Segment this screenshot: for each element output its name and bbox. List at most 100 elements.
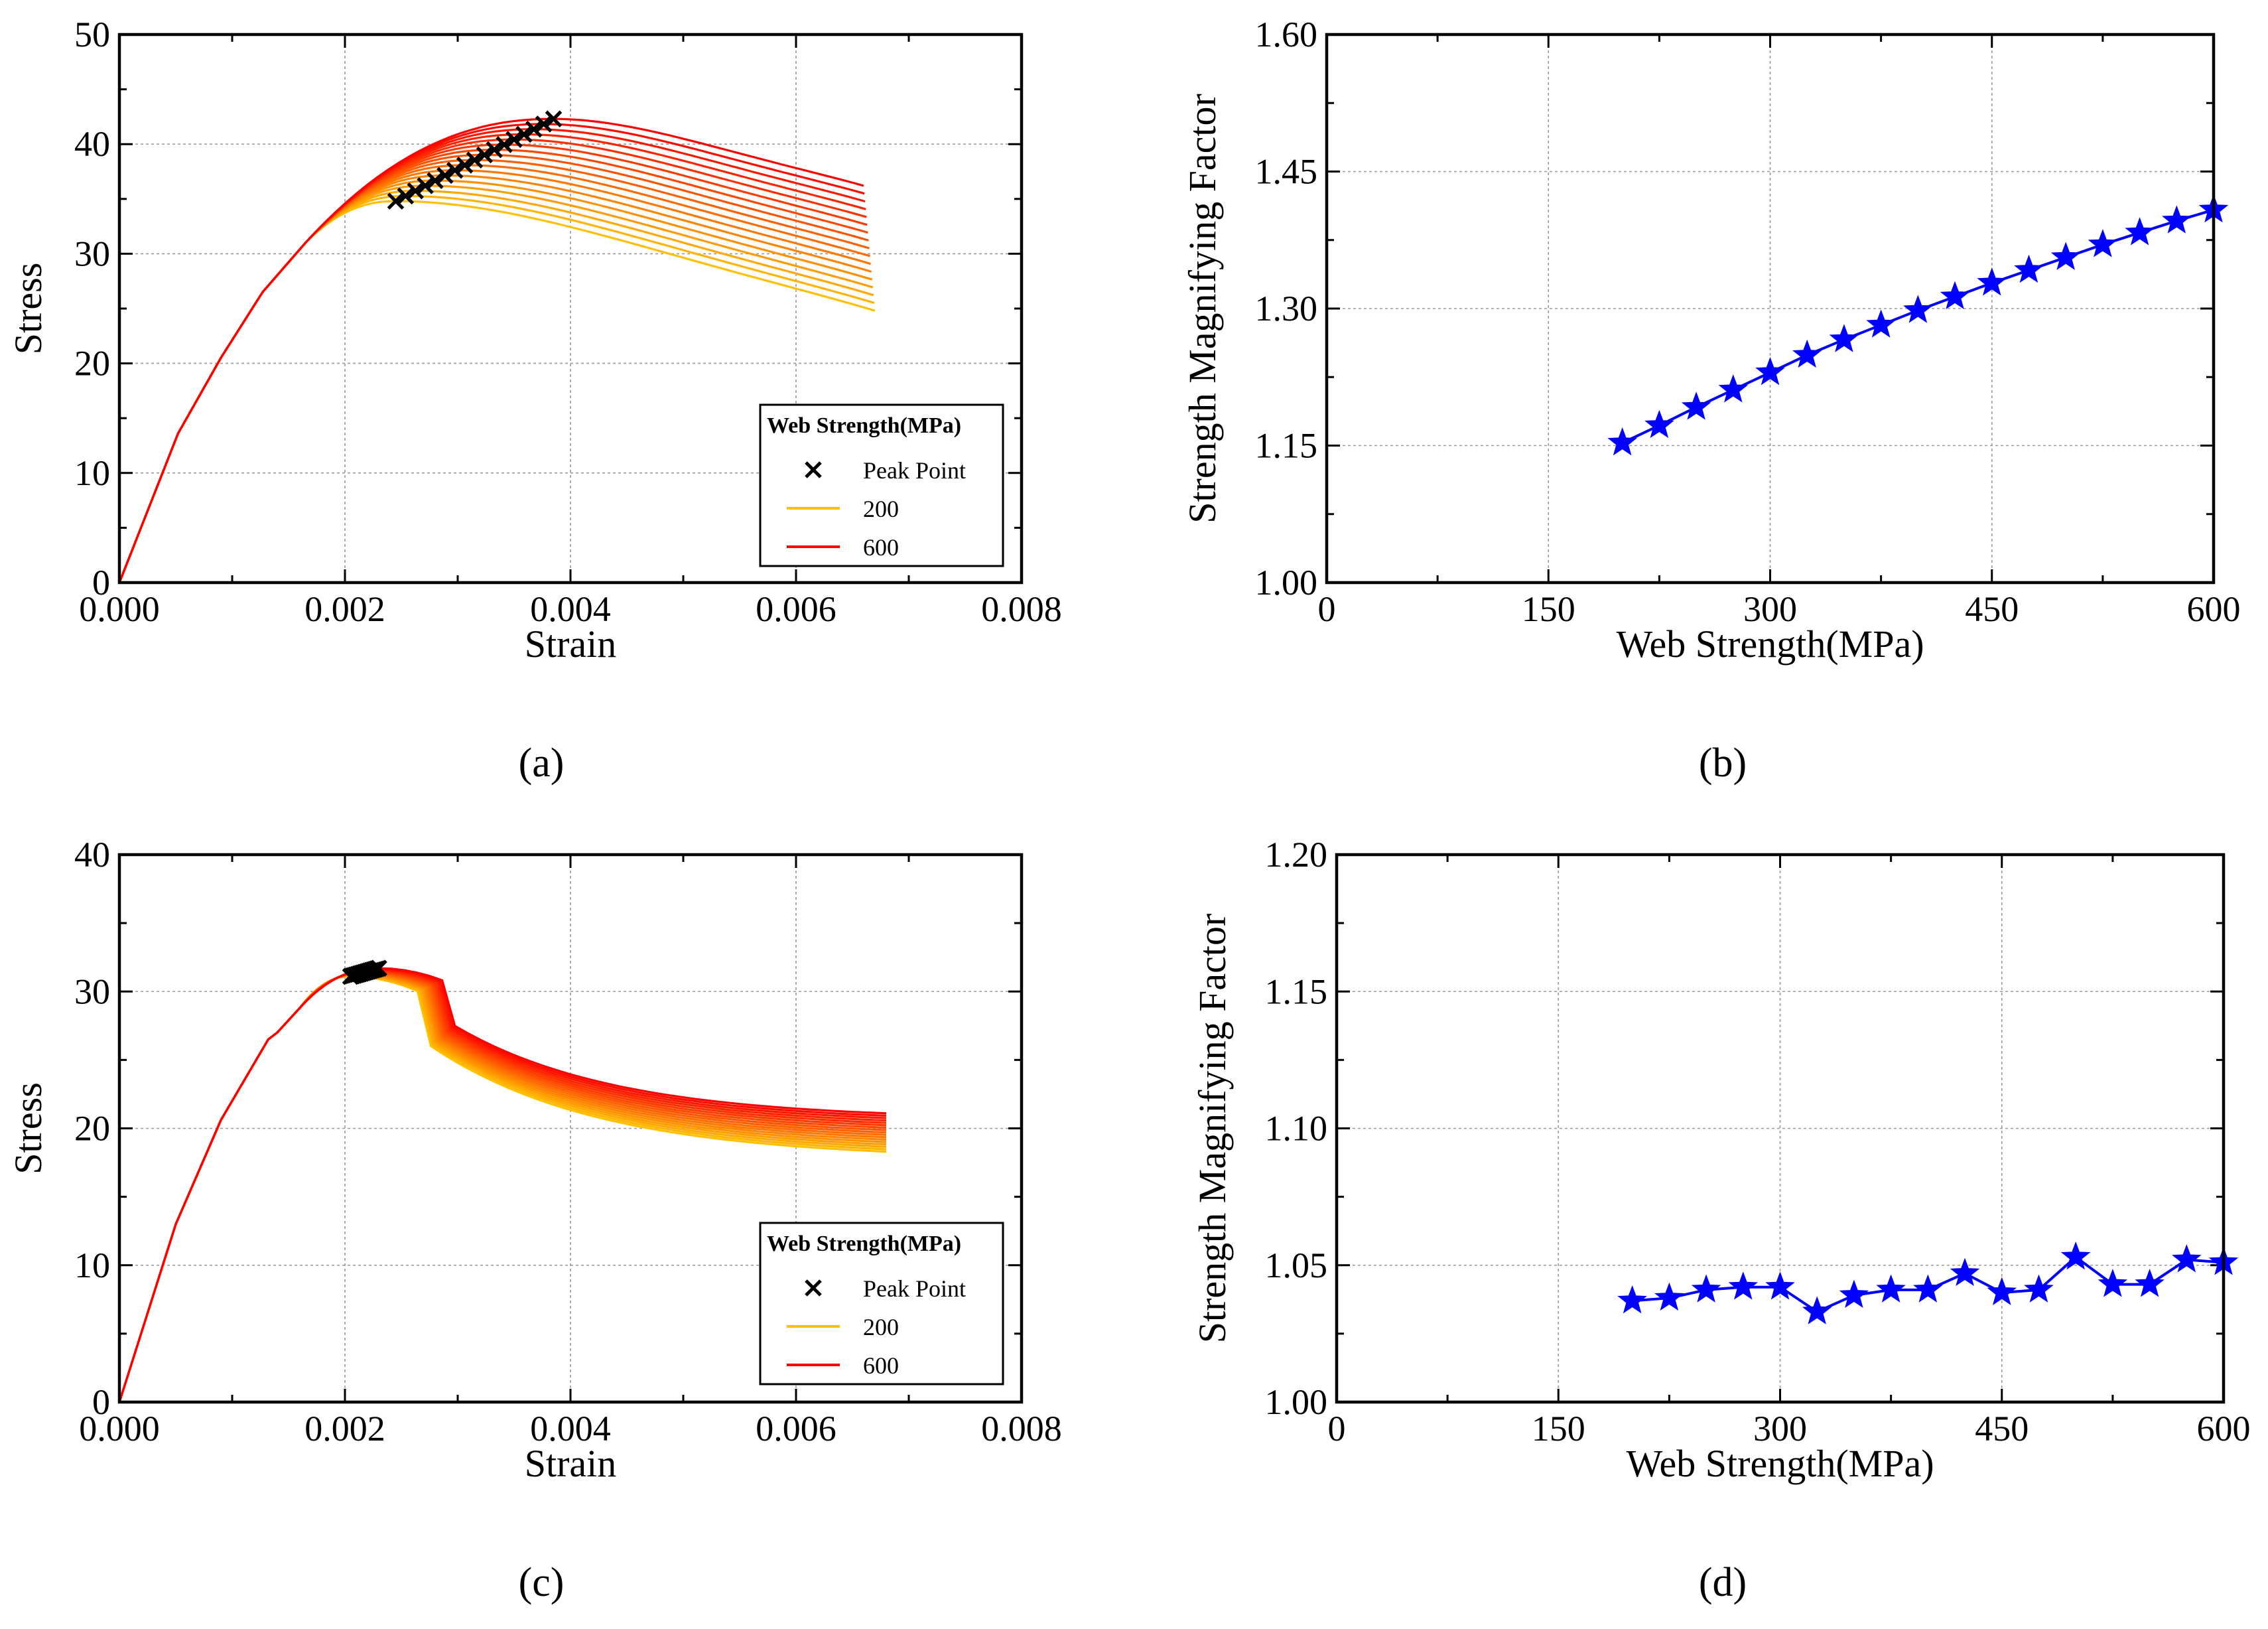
peak-point-marker [436,167,454,184]
factor-point-star [1866,309,1896,338]
peak-point-marker [515,125,533,143]
panel-caption: (d) [1699,1560,1747,1605]
factor-point-star [1913,1274,1943,1303]
panel-caption: (a) [519,741,565,786]
y-tick-label: 1.00 [1255,563,1318,602]
stress-strain-curve [119,123,865,583]
panel-a: 0.000 0.002 0.004 0.006 0.008 0 10 20 30 40 50 Stra… [7,15,1062,786]
x-tick-label: 450 [1965,589,2019,629]
factor-point-star [1617,1285,1647,1314]
stress-strain-curve [119,138,867,583]
x-tick-label: 150 [1532,1409,1585,1449]
x-axis-label: Strain [525,622,617,666]
y-tick-label: 1.60 [1255,15,1318,54]
peak-point-marker [525,120,543,138]
legend-label: Peak Point [863,1275,966,1302]
factor-point-star [1903,295,1933,323]
x-tick-label: 0.002 [304,589,385,629]
plot-area [119,967,887,1402]
stress-strain-curve [119,967,887,1402]
x-tick-label: 600 [2187,589,2241,629]
x-tick-label: 0.000 [79,1409,160,1449]
y-tick-label: 1.10 [1265,1109,1328,1149]
x-tick-label: 0.008 [981,1409,1062,1449]
panel-caption: (c) [519,1560,565,1605]
factor-point-star [1940,281,1970,310]
legend-label: 600 [863,534,899,561]
legend-label: 600 [863,1352,899,1379]
legend-label: Peak Point [863,457,966,484]
peak-point-marker [407,182,425,200]
y-axis-label: Strength Magnifying Factor [1181,94,1224,524]
stress-strain-curve [119,149,868,583]
x-tick-label: 0.008 [981,589,1062,629]
y-tick-label: 0 [92,1382,110,1422]
y-tick-label: 1.15 [1255,426,1318,466]
y-tick-label: 30 [74,234,110,273]
stress-strain-curve [119,153,869,583]
stress-strain-curve [119,164,871,583]
factor-point-star [1977,267,2007,296]
peak-point-marker [545,110,563,127]
y-axis-label: Stress [7,1082,50,1174]
factor-series-line [1621,208,2214,445]
x-tick-label: 0 [1328,1409,1346,1449]
x-tick-label: 450 [1975,1409,2029,1449]
x-axis-label: Web Strength(MPa) [1616,622,1924,666]
y-tick-label: 1.15 [1265,971,1328,1011]
x-tick-label: 0.002 [304,1409,385,1449]
y-tick-label: 50 [74,15,110,54]
plot-frame [1325,33,2216,585]
legend-box [759,403,1004,567]
factor-point-star [2060,1241,2091,1270]
y-tick-label: 1.00 [1265,1382,1328,1422]
peak-point-marker [417,177,434,194]
y-tick-label: 20 [74,1109,110,1149]
legend-label: 200 [863,1314,899,1340]
factor-point-star [1792,339,1822,368]
peak-point-marker [370,959,387,977]
factor-point-star [1829,324,1859,352]
y-tick-label: 40 [74,835,110,875]
y-tick-label: 0 [92,563,110,602]
x-tick-label: 150 [1522,589,1575,629]
factor-point-star [2135,1269,2165,1297]
legend-marker-peak-point [805,1279,822,1297]
peak-point-marker [387,192,405,210]
factor-point-star [1607,427,1637,456]
factor-point-star [1950,1257,1980,1287]
factor-point-star [1728,1271,1759,1300]
y-tick-label: 1.30 [1255,289,1318,328]
factor-point-star [1654,1282,1684,1311]
x-tick-label: 0.004 [530,1409,611,1449]
peak-point-marker [446,161,464,179]
legend: Web Strength(MPa) Peak Point 200 600 [759,403,1004,567]
y-tick-label: 1.45 [1255,152,1318,192]
peak-point-marker [456,157,474,174]
x-tick-label: 0.000 [79,589,160,629]
factor-point-star [2024,1274,2054,1303]
stress-strain-curve [119,174,872,583]
plot-area [119,117,876,583]
plot-frame [117,33,1024,585]
panel-d: 0 150 300 450 600 1.00 1.05 1.10 1.15 1.20 Web Str… [1191,835,2251,1605]
x-tick-label: 0 [1318,589,1336,629]
peak-point-marker [427,172,444,189]
plot-frame [1335,853,2226,1404]
factor-point-star [2172,1244,2202,1273]
x-tick-label: 600 [2197,1409,2251,1449]
y-tick-label: 1.05 [1265,1245,1328,1285]
factor-point-star [1876,1274,1906,1303]
y-tick-label: 1.20 [1265,835,1328,875]
x-tick-label: 300 [1743,589,1797,629]
y-tick-label: 20 [74,344,110,384]
factor-point-star [2162,205,2192,234]
factor-point-star [1718,374,1749,403]
factor-point-star [1681,391,1711,420]
factor-point-star [1765,1271,1795,1300]
peak-point-marker [476,146,494,164]
legend-title: Web Strength(MPa) [767,413,961,438]
factor-point-star [2125,217,2155,246]
factor-point-star [1839,1279,1869,1309]
